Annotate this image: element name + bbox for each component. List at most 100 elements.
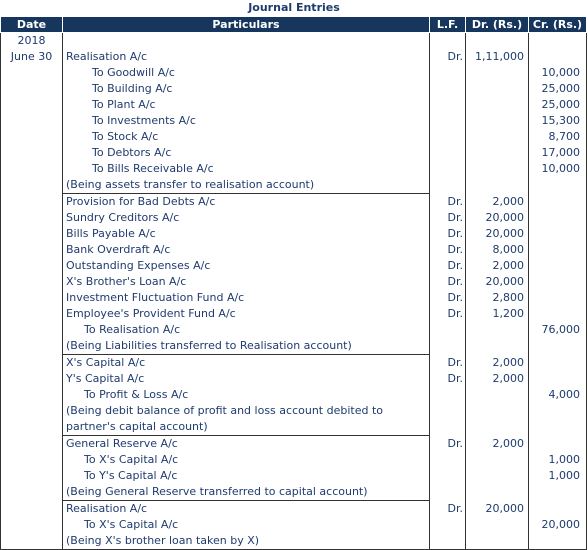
- credit-cell: 25,000: [528, 81, 587, 97]
- lf-cell: [429, 97, 466, 113]
- table-row: Sundry Creditors A/c Dr. 20,000: [0, 210, 587, 226]
- table-row: Bank Overdraft A/c Dr. 8,000: [0, 242, 587, 258]
- date-cell: [0, 113, 63, 129]
- debit-cell: [465, 338, 529, 355]
- date-cell: [0, 371, 63, 387]
- particulars-cell: Bank Overdraft A/c: [62, 242, 430, 258]
- lf-cell: [429, 517, 466, 533]
- credit-cell: [528, 484, 587, 501]
- lf-cell: [429, 484, 466, 501]
- particulars-cell: To Stock A/c: [62, 129, 430, 145]
- credit-cell: [528, 500, 587, 517]
- lf-cell: [429, 161, 466, 177]
- date-cell: [0, 306, 63, 322]
- particulars-cell: To Plant A/c: [62, 97, 430, 113]
- credit-cell: [528, 274, 587, 290]
- lf-cell: [429, 129, 466, 145]
- debit-cell: 2,000: [465, 258, 529, 274]
- table-row: To Y's Capital A/c 1,000: [0, 468, 587, 484]
- particulars-cell: X's Brother's Loan A/c: [62, 274, 430, 290]
- date-cell: [0, 403, 63, 436]
- particulars-cell: To Profit & Loss A/c: [62, 387, 430, 403]
- table-row: (Being Liabilities transferred to Realis…: [0, 338, 587, 355]
- lf-cell: [429, 65, 466, 81]
- debit-cell: 8,000: [465, 242, 529, 258]
- lf-cell: [429, 322, 466, 338]
- lf-cell: [429, 113, 466, 129]
- credit-cell: 17,000: [528, 145, 587, 161]
- lf-cell: Dr.: [429, 306, 466, 322]
- date-cell: [0, 258, 63, 274]
- debit-cell: [465, 517, 529, 533]
- debit-cell: 1,11,000: [465, 49, 529, 65]
- lf-cell: Dr.: [429, 290, 466, 306]
- debit-cell: [465, 113, 529, 129]
- date-cell: [0, 161, 63, 177]
- table-row: (Being debit balance of profit and loss …: [0, 403, 587, 436]
- credit-cell: [528, 306, 587, 322]
- table-row: Investment Fluctuation Fund A/c Dr. 2,800: [0, 290, 587, 306]
- lf-cell: Dr.: [429, 500, 466, 517]
- table-row: (Being assets transfer to realisation ac…: [0, 177, 587, 194]
- table-row: To Building A/c 25,000: [0, 81, 587, 97]
- lf-cell: Dr.: [429, 371, 466, 387]
- debit-cell: [465, 97, 529, 113]
- particulars-cell: [62, 32, 430, 49]
- date-cell: [0, 484, 63, 501]
- table-row: 2018: [0, 32, 587, 49]
- debit-cell: [465, 533, 529, 550]
- lf-cell: [429, 403, 466, 436]
- date-cell: [0, 177, 63, 194]
- lf-cell: Dr.: [429, 258, 466, 274]
- debit-cell: [465, 452, 529, 468]
- journal-table: Date Particulars L.F. Dr. (Rs.) Cr. (Rs.…: [0, 16, 587, 550]
- lf-cell: Dr.: [429, 226, 466, 242]
- date-cell: [0, 452, 63, 468]
- lf-cell: Dr.: [429, 435, 466, 452]
- particulars-cell: (Being assets transfer to realisation ac…: [62, 177, 430, 194]
- credit-cell: [528, 338, 587, 355]
- table-row: General Reserve A/c Dr. 2,000: [0, 435, 587, 452]
- particulars-cell: Outstanding Expenses A/c: [62, 258, 430, 274]
- lf-cell: Dr.: [429, 210, 466, 226]
- debit-cell: 20,000: [465, 210, 529, 226]
- table-row: Provision for Bad Debts A/c Dr. 2,000: [0, 193, 587, 210]
- credit-cell: 25,000: [528, 97, 587, 113]
- debit-cell: [465, 161, 529, 177]
- debit-cell: 20,000: [465, 274, 529, 290]
- header-row: Date Particulars L.F. Dr. (Rs.) Cr. (Rs.…: [0, 16, 587, 33]
- date-cell: June 30: [0, 49, 63, 65]
- credit-cell: [528, 258, 587, 274]
- table-row: Employee's Provident Fund A/c Dr. 1,200: [0, 306, 587, 322]
- particulars-cell: Bills Payable A/c: [62, 226, 430, 242]
- particulars-cell: To X's Capital A/c: [62, 517, 430, 533]
- particulars-cell: To Debtors A/c: [62, 145, 430, 161]
- particulars-cell: Realisation A/c: [62, 500, 430, 517]
- credit-cell: 10,000: [528, 161, 587, 177]
- debit-cell: 2,000: [465, 371, 529, 387]
- credit-cell: [528, 242, 587, 258]
- debit-cell: 20,000: [465, 226, 529, 242]
- credit-cell: 1,000: [528, 452, 587, 468]
- credit-cell: [528, 193, 587, 210]
- particulars-cell: To Y's Capital A/c: [62, 468, 430, 484]
- lf-cell: Dr.: [429, 274, 466, 290]
- particulars-cell: (Being Liabilities transferred to Realis…: [62, 338, 430, 355]
- debit-cell: [465, 177, 529, 194]
- table-row: (Being General Reserve transferred to ca…: [0, 484, 587, 501]
- particulars-cell: To Realisation A/c: [62, 322, 430, 338]
- particulars-cell: To Investments A/c: [62, 113, 430, 129]
- credit-cell: [528, 354, 587, 371]
- credit-cell: [528, 210, 587, 226]
- table-row: To Debtors A/c 17,000: [0, 145, 587, 161]
- page-title: Journal Entries: [248, 1, 340, 14]
- credit-cell: [528, 290, 587, 306]
- date-cell: [0, 500, 63, 517]
- lf-cell: Dr.: [429, 242, 466, 258]
- particulars-cell: (Being X's brother loan taken by X): [62, 533, 430, 550]
- debit-cell: [465, 484, 529, 501]
- particulars-cell: (Being General Reserve transferred to ca…: [62, 484, 430, 501]
- date-cell: [0, 435, 63, 452]
- date-cell: [0, 210, 63, 226]
- date-cell: [0, 290, 63, 306]
